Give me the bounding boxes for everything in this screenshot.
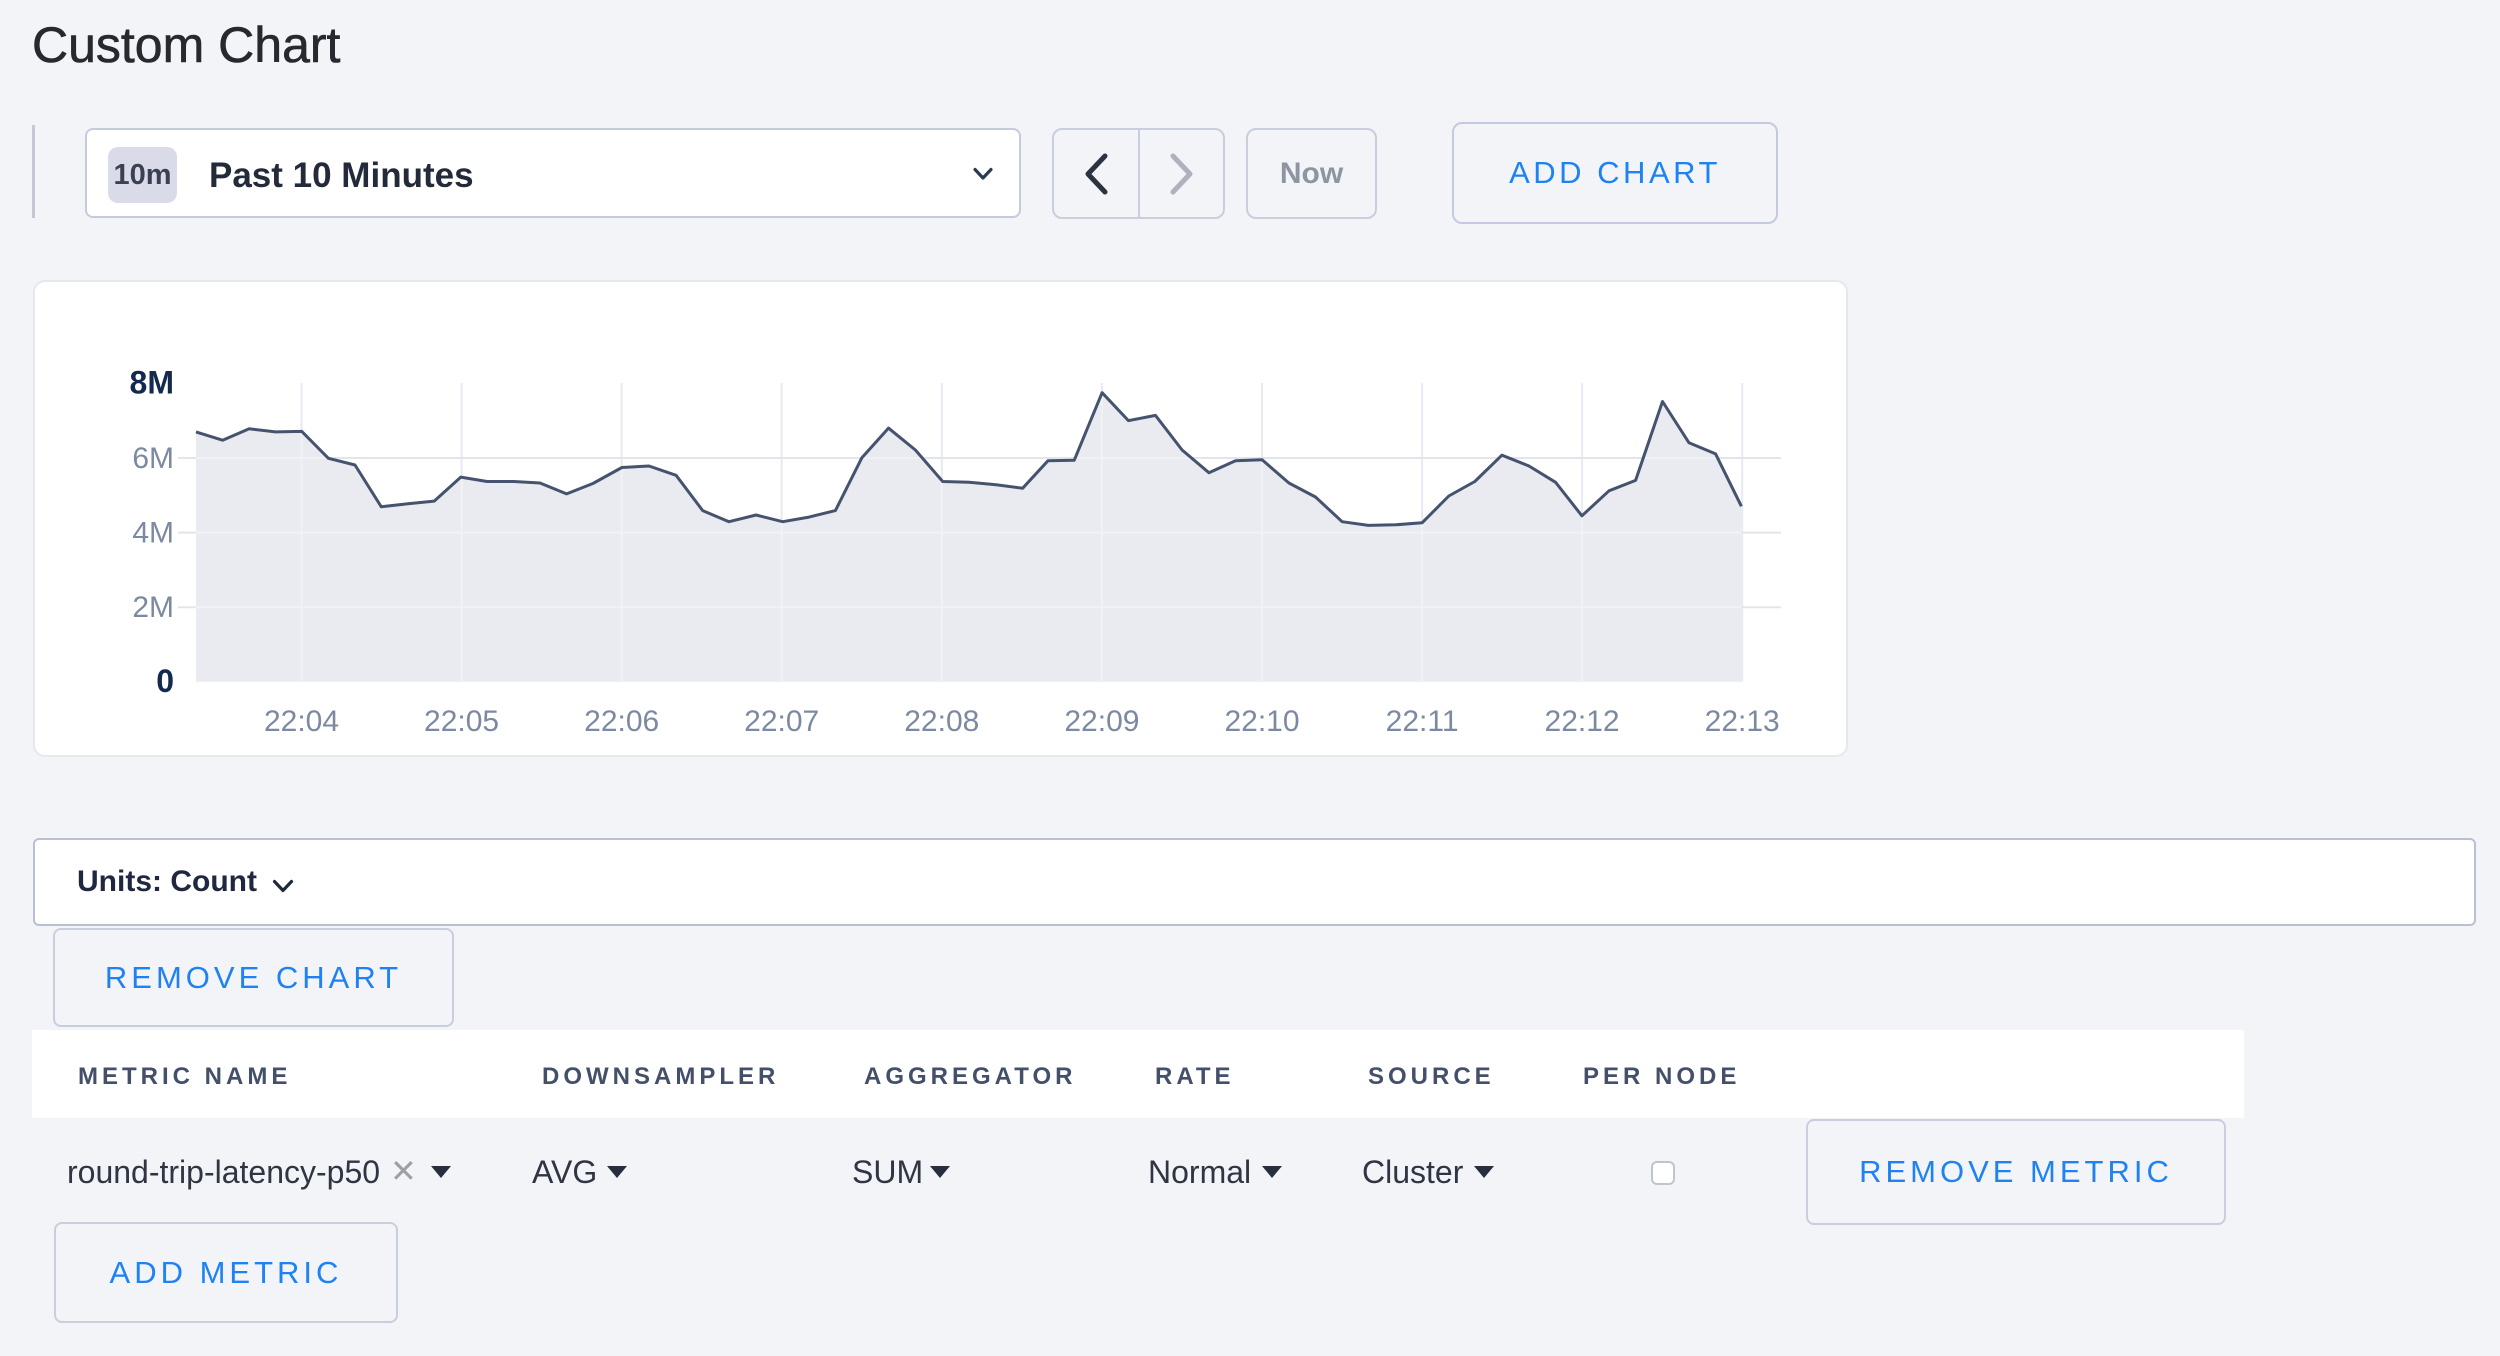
svg-text:4M: 4M [132, 517, 174, 550]
svg-text:22:11: 22:11 [1386, 705, 1459, 738]
svg-text:22:05: 22:05 [424, 705, 499, 738]
svg-text:22:06: 22:06 [584, 705, 659, 738]
svg-text:0: 0 [156, 663, 174, 699]
svg-text:2M: 2M [132, 591, 174, 624]
svg-text:22:07: 22:07 [744, 705, 819, 738]
svg-text:22:04: 22:04 [264, 705, 339, 738]
svg-text:6M: 6M [132, 442, 174, 475]
svg-text:22:08: 22:08 [904, 705, 979, 738]
svg-text:22:10: 22:10 [1224, 705, 1299, 738]
svg-text:8M: 8M [130, 364, 174, 400]
svg-text:22:13: 22:13 [1705, 705, 1780, 738]
svg-text:22:09: 22:09 [1064, 705, 1139, 738]
svg-text:22:12: 22:12 [1545, 705, 1620, 738]
